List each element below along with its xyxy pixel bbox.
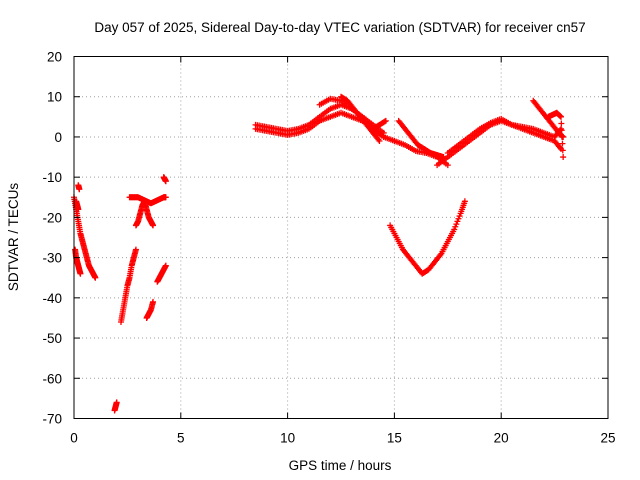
data-point <box>455 215 462 222</box>
tick-labels: 0 5 10 15 20 25 -70 -60 -50 -40 -30 -20 -10 0 10 20 <box>42 50 615 446</box>
data-point <box>557 113 564 120</box>
data-point <box>162 262 169 269</box>
series-arc-15 <box>338 93 383 144</box>
data-point <box>92 274 99 281</box>
y-tick-label: -50 <box>42 331 62 346</box>
data-point <box>132 246 139 253</box>
data-point <box>558 113 565 120</box>
data-point <box>558 127 565 134</box>
x-tick-label: 25 <box>600 431 615 446</box>
series-arc-21 <box>545 109 567 161</box>
series-arc-17 <box>395 117 447 161</box>
series-arc-11 <box>160 174 169 185</box>
x-tick-label: 5 <box>177 431 185 446</box>
series-arc-3 <box>73 198 82 213</box>
data-point <box>456 213 463 220</box>
data-point <box>560 154 567 161</box>
axis-ticks <box>73 56 609 419</box>
series-arc-9 <box>143 298 157 321</box>
series-arc-4 <box>75 182 83 193</box>
chart-title: Day 057 of 2025, Sidereal Day-to-day VTE… <box>94 20 585 35</box>
data-point <box>437 251 444 258</box>
series-arc-5 <box>111 399 120 414</box>
data-point <box>375 136 382 143</box>
y-tick-label: -30 <box>42 251 62 266</box>
data-point <box>76 186 83 193</box>
y-tick-label: -20 <box>42 210 62 225</box>
series-arc-19 <box>444 115 565 157</box>
data-point <box>75 206 82 213</box>
series-arc-10 <box>154 262 169 285</box>
data-point <box>556 144 563 151</box>
data-point <box>452 223 459 230</box>
y-tick-label: -60 <box>42 371 62 386</box>
series-arc-20 <box>530 97 567 140</box>
data-point <box>558 125 565 132</box>
x-tick-label: 15 <box>387 431 402 446</box>
series-arc-22 <box>387 198 468 277</box>
x-tick-label: 20 <box>494 431 509 446</box>
data-point <box>381 118 388 125</box>
data-point <box>113 399 120 406</box>
data-point <box>150 222 157 229</box>
y-tick-label: 0 <box>54 130 62 145</box>
data-point <box>559 133 566 140</box>
series-arc-6 <box>117 246 139 325</box>
data-point <box>380 129 387 136</box>
y-tick-label: 20 <box>47 50 62 65</box>
data-point <box>444 162 451 169</box>
plot-frame <box>73 56 609 419</box>
y-tick-label: -10 <box>42 170 62 185</box>
x-axis-label: GPS time / hours <box>289 458 392 473</box>
data-point <box>559 140 566 147</box>
data-point <box>162 178 169 185</box>
x-tick-label: 10 <box>280 431 295 446</box>
data-point <box>77 270 84 277</box>
y-tick-label: 10 <box>47 90 62 105</box>
data-points <box>71 93 567 414</box>
series-arc-16 <box>370 117 389 132</box>
data-point <box>454 218 461 225</box>
data-point <box>558 120 565 127</box>
x-tick-label: 0 <box>70 431 78 446</box>
data-point <box>461 198 468 205</box>
series-arc-8 <box>132 198 157 229</box>
data-point <box>376 137 383 144</box>
data-point <box>559 147 566 154</box>
data-point <box>150 298 157 305</box>
y-tick-label: -40 <box>42 291 62 306</box>
data-point <box>451 226 458 233</box>
y-tick-label: -70 <box>42 412 62 427</box>
data-point <box>453 221 460 228</box>
y-axis-label: SDTVAR / TECUs <box>6 183 21 292</box>
data-point <box>162 194 169 201</box>
data-point <box>382 117 389 124</box>
